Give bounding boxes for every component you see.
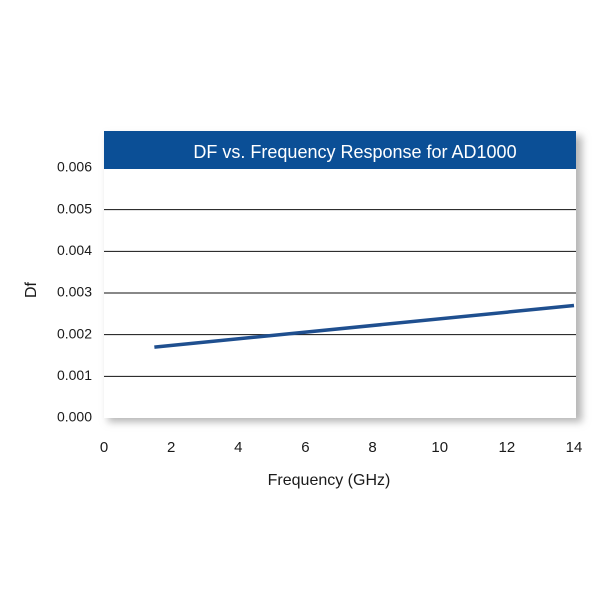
series-line: [154, 303, 575, 349]
series-layer: [154, 303, 575, 349]
y-tick-label: 0.004: [57, 242, 92, 258]
x-tick-label: 8: [368, 439, 376, 456]
y-tick-labels: 0.000 0.001 0.002 0.003 0.004 0.005 0.006: [57, 159, 92, 425]
x-tick-label: 6: [301, 439, 309, 456]
y-axis-label: Df: [23, 281, 40, 298]
plot-area: [104, 131, 576, 418]
y-tick-label: 0.006: [57, 159, 92, 175]
x-tick-label: 10: [431, 439, 448, 456]
x-tick-label: 4: [234, 439, 242, 456]
chart-title: DF vs. Frequency Response for AD1000: [193, 142, 516, 162]
title-bar: [104, 131, 576, 169]
x-tick-label: 0: [100, 439, 108, 456]
grid-lines: [104, 209, 576, 377]
y-tick-label: 0.005: [57, 200, 92, 216]
y-tick-label: 0.003: [57, 284, 92, 300]
x-axis-label: Frequency (GHz): [268, 472, 391, 489]
x-tick-labels: 0 2 4 6 8 10 12 14: [100, 439, 583, 456]
y-tick-label: 0.002: [57, 325, 92, 341]
y-tick-label: 0.000: [57, 409, 92, 425]
x-tick-label: 2: [167, 439, 175, 456]
y-tick-label: 0.001: [57, 367, 92, 383]
x-tick-label: 12: [499, 439, 516, 456]
x-tick-label: 14: [566, 439, 583, 456]
